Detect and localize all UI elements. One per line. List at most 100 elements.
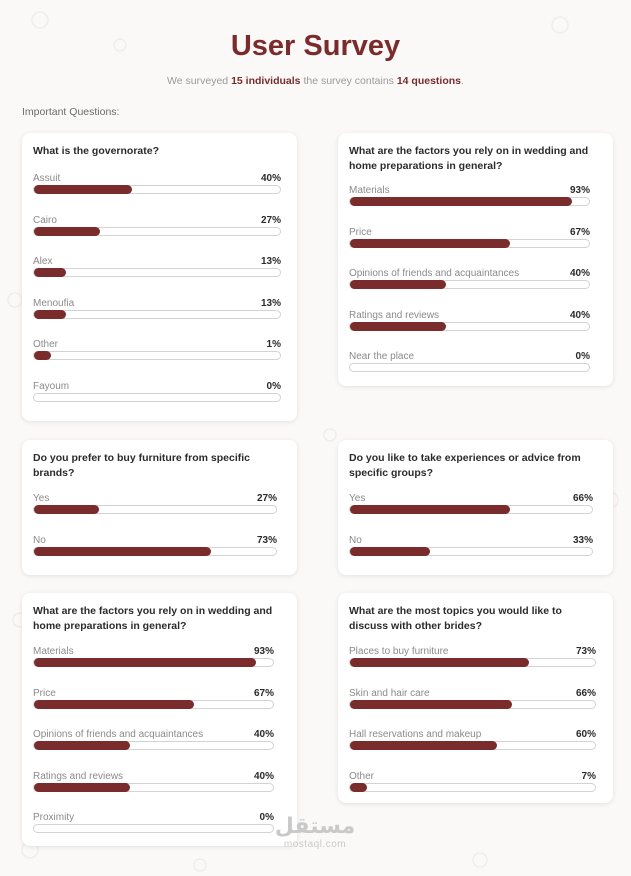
progress-track: [33, 505, 277, 514]
progress-fill: [350, 546, 430, 556]
answer-percent: 40%: [253, 729, 274, 740]
answer-percent: 13%: [260, 256, 281, 267]
progress-fill: [350, 321, 446, 331]
answer-percent: 27%: [256, 493, 277, 504]
progress-track: [33, 309, 281, 319]
answer-percent: 0%: [259, 812, 274, 823]
answer-label: Price: [33, 687, 56, 699]
answer-percent: 66%: [572, 493, 593, 504]
progress-fill: [34, 226, 101, 236]
answer-item: Yes 66%: [349, 490, 593, 514]
answer-label: Price: [349, 226, 372, 238]
answer-percent: 73%: [256, 534, 277, 546]
watermark-url: mostaql.com: [283, 839, 347, 850]
progress-fill: [34, 268, 66, 277]
answer-label: No: [349, 534, 362, 546]
answer-label: Alex: [33, 256, 53, 267]
question-card-governorate: What is the governorate? Assuit 40% Cairo 2…: [22, 133, 297, 421]
answer-item: Ratings and reviews 40%: [349, 307, 590, 331]
progress-track: [33, 185, 281, 194]
answer-item: Skin and hair care 66%: [349, 685, 596, 709]
question-card-groups: Do you like to take experiences or advic…: [338, 440, 613, 575]
progress-fill: [350, 280, 446, 289]
answer-percent: 7%: [581, 770, 596, 782]
progress-track: [349, 782, 596, 792]
progress-fill: [34, 351, 52, 360]
answer-label: Fayoum: [33, 380, 70, 392]
page-title: User Survey: [230, 30, 401, 62]
answer-percent: 1%: [266, 339, 281, 350]
progress-fill: [34, 699, 195, 709]
progress-fill: [34, 185, 133, 194]
answer-item: Hall reservations and makeup 60%: [349, 726, 596, 750]
answer-percent: 66%: [575, 687, 596, 699]
progress-fill: [34, 782, 130, 792]
answer-percent: 27%: [260, 214, 281, 226]
progress-fill: [34, 505, 100, 514]
answer-percent: 40%: [260, 173, 281, 184]
mostaql-logo: مستقل: [274, 814, 356, 839]
answer-item: Yes 27%: [33, 490, 277, 514]
progress-fill: [34, 546, 211, 556]
answer-label: Places to buy furniture: [349, 646, 449, 657]
progress-fill: [350, 505, 510, 514]
answer-label: Skin and hair care: [349, 687, 430, 699]
question-title: Do you like to take experiences or advic…: [349, 452, 581, 479]
answer-label: Opinions of friends and acquaintances: [349, 268, 520, 279]
progress-fill: [34, 309, 66, 319]
answer-percent: 67%: [253, 687, 274, 699]
progress-track: [33, 268, 281, 277]
question-title: What is the governorate?: [33, 145, 160, 157]
answer-item: Fayoum 0%: [33, 378, 281, 402]
progress-track: [33, 741, 274, 750]
answer-label: Menoufia: [33, 297, 75, 309]
answer-percent: 73%: [575, 646, 596, 657]
progress-track: [33, 392, 281, 402]
answer-label: No: [33, 534, 46, 546]
progress-fill: [350, 699, 512, 709]
answer-label: Near the place: [349, 351, 415, 362]
answer-item: Materials 93%: [349, 182, 590, 206]
progress-fill: [350, 238, 511, 248]
answer-item: Opinions of friends and acquaintances 40%: [33, 726, 274, 750]
question-title: What are the factors you rely on in wedd…: [33, 605, 273, 632]
answer-label: Other: [33, 339, 59, 350]
answer-percent: 93%: [569, 185, 590, 196]
answer-item: Cairo 27%: [33, 212, 281, 236]
answer-item: Proximity 0%: [33, 809, 274, 833]
answer-label: Materials: [33, 646, 74, 657]
question-title: What are the factors you rely on in wedd…: [349, 145, 589, 172]
progress-fill: [350, 782, 368, 792]
section-label: Important Questions:: [22, 106, 120, 118]
answer-label: Other: [349, 770, 375, 782]
question-card-factors: What are the factors you rely on in wedd…: [338, 133, 613, 386]
progress-track: [349, 741, 596, 750]
progress-track: [349, 197, 590, 206]
answer-item: Opinions of friends and acquaintances 40%: [349, 265, 590, 289]
progress-fill: [34, 741, 130, 750]
progress-track: [349, 363, 590, 372]
answer-percent: 40%: [569, 309, 590, 321]
question-card-topics: What are the most topics you would like …: [338, 593, 613, 803]
question-card-factors-2: What are the factors you rely on in wedd…: [22, 593, 297, 846]
answer-percent: 60%: [575, 729, 596, 740]
answer-label: Yes: [33, 493, 50, 504]
answer-item: Assuit 40%: [33, 170, 281, 194]
answer-item: Near the place 0%: [349, 348, 590, 372]
answer-item: Price 67%: [349, 224, 590, 248]
progress-track: [33, 226, 281, 236]
progress-track: [349, 658, 596, 667]
answer-label: Hall reservations and makeup: [349, 729, 482, 740]
progress-fill: [34, 658, 257, 667]
survey-summary: We surveyed 15 individuals the survey co…: [167, 75, 464, 87]
progress-track: [33, 351, 281, 360]
progress-track: [33, 782, 274, 792]
answer-label: Ratings and reviews: [33, 770, 124, 782]
progress-track: [33, 824, 274, 833]
answer-item: Alex 13%: [33, 253, 281, 277]
answer-label: Assuit: [33, 173, 61, 184]
question-card-brands: Do you prefer to buy furniture from spec…: [22, 440, 297, 575]
progress-fill: [350, 741, 497, 750]
question-title: What are the most topics you would like …: [349, 605, 562, 632]
progress-track: [349, 546, 593, 556]
